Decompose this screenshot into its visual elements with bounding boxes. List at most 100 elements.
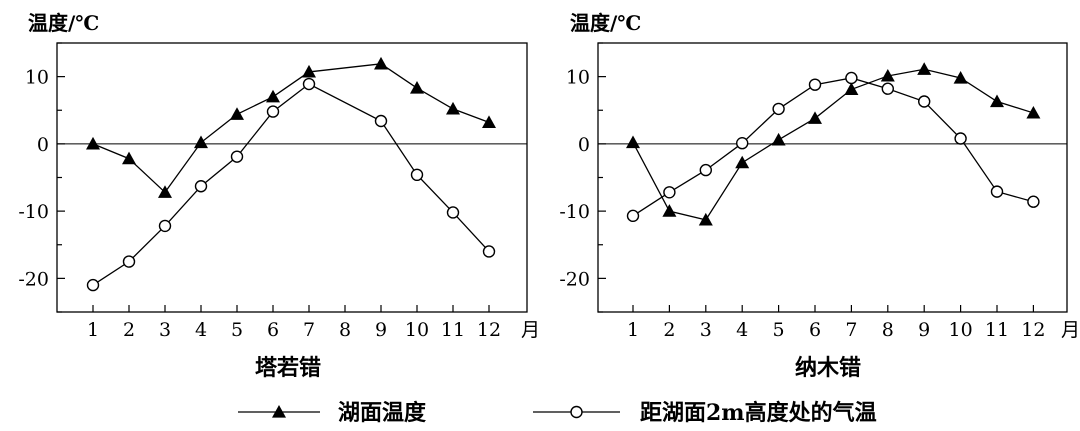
y-tick-label: -10 [18, 201, 49, 223]
x-tick-label: 4 [736, 319, 748, 341]
circle-marker [230, 150, 244, 163]
triangle-marker [917, 62, 932, 75]
triangle-marker [880, 68, 895, 82]
triangle-marker [302, 64, 316, 78]
legend-label: 湖面温度 [338, 400, 427, 426]
x-tick-label: 5 [773, 319, 785, 341]
triangle-marker [266, 89, 280, 103]
y-tick-label: 10 [25, 67, 49, 89]
x-tick-label: 2 [663, 319, 675, 341]
x-tick-label: 9 [375, 319, 387, 341]
x-tick-label: 10 [405, 319, 429, 341]
triangle-marker [808, 111, 822, 124]
x-tick-label: 3 [700, 319, 712, 341]
legend: 湖面温度 距湖面2m高度处的气温 [238, 400, 877, 426]
series-line [632, 68, 1034, 221]
x-tick-label: 1 [87, 319, 99, 341]
x-tick-label: 7 [303, 319, 315, 341]
series-lake-surface-temp [626, 62, 1041, 226]
x-tick-label: 12 [477, 319, 501, 341]
series-air-temp-2m [626, 71, 1040, 223]
x-tick-label: 8 [339, 319, 351, 341]
triangle-marker [626, 135, 640, 149]
triangle-marker [482, 115, 496, 128]
series-line [632, 77, 1034, 217]
x-tick-label: 5 [231, 319, 243, 341]
chart-title: 纳木错 [795, 355, 861, 381]
triangle-marker [698, 212, 713, 226]
y-tick-label: -10 [559, 201, 590, 223]
circle-marker [302, 77, 316, 91]
circle-marker [626, 209, 640, 223]
triangle-marker [86, 136, 100, 150]
x-tick-label: 11 [985, 319, 1009, 341]
triangle-marker [122, 151, 136, 165]
x-tick-label: 8 [882, 319, 894, 341]
triangle-marker [158, 185, 172, 198]
plot-frame [597, 42, 1068, 313]
circle-marker [881, 82, 894, 95]
y-tick-label: 0 [37, 134, 49, 156]
x-tick-label: 9 [918, 319, 930, 341]
y-tick-label: 10 [566, 67, 590, 89]
triangle-marker [662, 204, 677, 217]
triangle-marker [990, 94, 1004, 108]
triangle-marker [194, 135, 208, 149]
legend-triangle-icon [272, 405, 286, 418]
triangle-marker [446, 101, 460, 115]
triangle-marker [953, 70, 968, 84]
circle-marker [663, 186, 676, 199]
circle-marker [845, 71, 858, 85]
series-lake-surface-temp [86, 56, 496, 198]
series-line [92, 63, 490, 194]
circle-marker [86, 278, 100, 292]
circle-marker [990, 185, 1004, 198]
circle-marker [266, 105, 280, 118]
x-tick-label: 6 [267, 319, 279, 341]
circle-marker [122, 255, 136, 268]
y-axis-label: 温度/℃ [570, 11, 641, 35]
x-tick-label: 12 [1021, 319, 1045, 341]
triangle-marker [410, 81, 424, 94]
y-tick-label: 0 [578, 134, 590, 156]
circle-marker [374, 114, 388, 128]
circle-marker [446, 206, 460, 219]
x-tick-label: 4 [195, 319, 207, 341]
x-tick-label: 2 [123, 319, 135, 341]
x-tick-label: 6 [809, 319, 821, 341]
x-tick-label: 3 [159, 319, 171, 341]
circle-marker [158, 219, 172, 233]
chart-title: 塔若错 [255, 355, 321, 381]
y-axis-label: 温度/℃ [28, 11, 99, 35]
circle-marker [482, 245, 496, 258]
y-tick-label: -20 [559, 268, 590, 290]
x-axis-unit-label: 月 [1061, 319, 1080, 341]
legend-item: 距湖面2m高度处的气温 [533, 400, 877, 426]
legend-circle-icon [570, 405, 583, 419]
circle-marker [954, 132, 967, 145]
circle-marker [808, 78, 822, 91]
y-tick-label: -20 [18, 268, 49, 290]
circle-marker [1027, 195, 1040, 208]
circle-marker [772, 102, 785, 116]
triangle-marker [374, 56, 388, 70]
x-tick-label: 7 [845, 319, 857, 341]
circle-marker [410, 168, 424, 182]
triangle-marker [771, 132, 786, 146]
circle-marker [918, 95, 931, 108]
circle-marker [194, 180, 208, 193]
triangle-marker [1026, 105, 1041, 119]
triangle-marker [735, 155, 750, 169]
triangle-marker [844, 82, 859, 96]
series-line [92, 83, 490, 286]
series-air-temp-2m [86, 77, 496, 292]
x-axis-unit-label: 月 [521, 319, 540, 341]
x-tick-label: 1 [627, 319, 639, 341]
legend-item: 湖面温度 [238, 400, 427, 426]
circle-marker [699, 163, 712, 177]
x-tick-label: 10 [949, 319, 973, 341]
legend-label: 距湖面2m高度处的气温 [640, 400, 877, 426]
